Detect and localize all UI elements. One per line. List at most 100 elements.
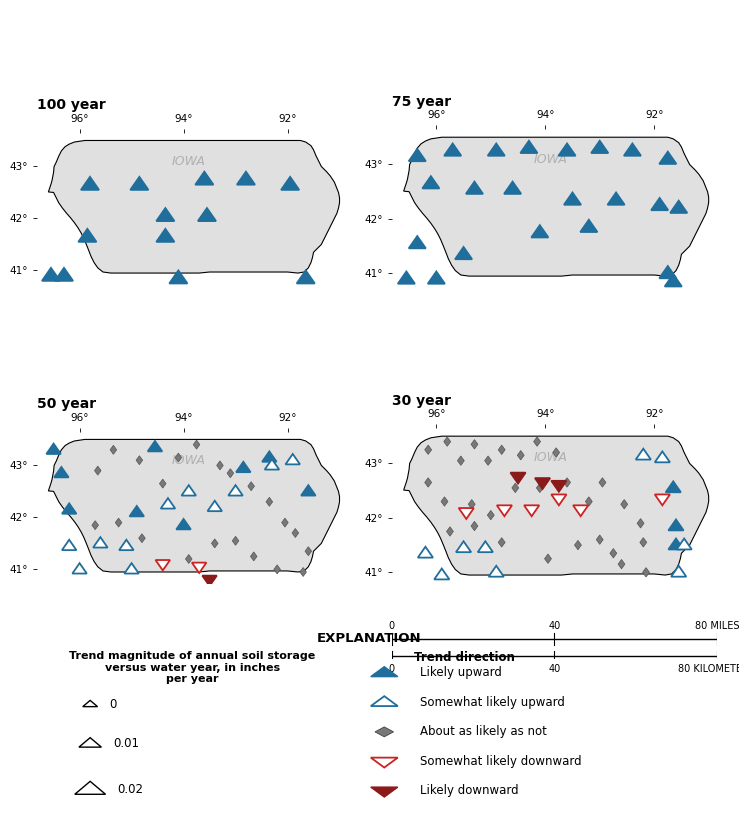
Polygon shape [232,536,239,545]
Polygon shape [659,152,676,164]
Text: 0.01: 0.01 [113,737,139,750]
Polygon shape [160,498,175,509]
Text: 80 MILES: 80 MILES [695,621,739,631]
Polygon shape [301,485,316,495]
Text: Likely upward: Likely upward [420,667,502,680]
Polygon shape [564,477,571,487]
Polygon shape [624,143,641,156]
Text: 0.02: 0.02 [118,783,143,796]
Polygon shape [573,505,588,516]
Text: 0: 0 [389,663,395,674]
Polygon shape [534,437,540,446]
Polygon shape [177,519,191,529]
Polygon shape [185,554,192,563]
Polygon shape [55,268,73,281]
Polygon shape [599,477,606,487]
Text: Trend magnitude of annual soil storage
versus water year, in inches
per year: Trend magnitude of annual soil storage v… [69,651,316,685]
Polygon shape [62,504,76,514]
Polygon shape [677,539,692,550]
Polygon shape [217,461,223,470]
Polygon shape [409,149,426,161]
Polygon shape [655,451,670,462]
Polygon shape [531,225,548,238]
Polygon shape [48,141,339,273]
Polygon shape [148,441,162,451]
Polygon shape [211,539,218,548]
Polygon shape [671,566,687,577]
Polygon shape [425,445,432,455]
Polygon shape [425,477,432,487]
Polygon shape [637,518,644,528]
Polygon shape [371,696,398,706]
Polygon shape [610,549,617,558]
Polygon shape [42,268,60,281]
Polygon shape [504,182,521,194]
Polygon shape [478,541,493,552]
Polygon shape [668,539,684,550]
Polygon shape [281,177,299,190]
Polygon shape [198,208,216,221]
Polygon shape [618,559,625,569]
Polygon shape [466,182,483,194]
Text: 40: 40 [548,621,560,631]
Polygon shape [488,566,504,577]
Polygon shape [498,537,505,547]
Polygon shape [305,547,312,555]
Text: Likely downward: Likely downward [420,785,519,798]
Polygon shape [93,537,108,548]
Text: 100 year: 100 year [37,98,106,112]
Polygon shape [237,172,255,184]
Text: 30 year: 30 year [392,394,451,408]
Polygon shape [169,270,188,283]
Polygon shape [202,576,217,586]
Polygon shape [591,141,608,153]
Text: EXPLANATION: EXPLANATION [317,632,422,645]
Polygon shape [262,451,276,462]
Polygon shape [537,483,543,492]
Polygon shape [497,505,512,516]
Polygon shape [524,505,539,516]
Polygon shape [124,563,139,573]
Polygon shape [607,192,624,205]
Polygon shape [666,482,681,492]
Polygon shape [81,177,99,190]
Polygon shape [130,177,149,190]
Polygon shape [208,500,222,511]
Polygon shape [418,547,433,558]
Text: 80 KILOMETERS: 80 KILOMETERS [678,663,739,674]
Polygon shape [535,478,550,489]
Polygon shape [659,266,676,278]
Polygon shape [469,500,475,509]
Polygon shape [457,456,464,465]
Polygon shape [435,568,449,579]
Polygon shape [471,440,478,449]
Polygon shape [651,198,668,210]
Polygon shape [47,444,61,454]
Polygon shape [155,560,170,570]
Polygon shape [157,208,174,221]
Polygon shape [285,454,300,464]
Polygon shape [119,540,134,550]
Polygon shape [296,270,315,283]
Polygon shape [668,519,684,531]
Polygon shape [512,483,519,492]
Text: Somewhat likely upward: Somewhat likely upward [420,696,565,709]
Polygon shape [580,219,597,232]
Polygon shape [110,446,117,455]
Polygon shape [459,508,474,519]
Polygon shape [551,481,567,491]
Polygon shape [192,563,206,573]
Polygon shape [520,141,537,153]
Text: Trend direction: Trend direction [414,651,515,664]
Text: 50 year: 50 year [37,397,96,411]
Polygon shape [182,485,196,495]
Polygon shape [621,500,627,509]
Polygon shape [227,468,234,477]
Polygon shape [139,534,146,543]
Polygon shape [655,495,670,505]
Text: 75 year: 75 year [392,95,451,109]
Text: Somewhat likely downward: Somewhat likely downward [420,755,582,768]
Polygon shape [371,758,398,767]
Polygon shape [195,172,214,184]
Polygon shape [488,143,505,156]
